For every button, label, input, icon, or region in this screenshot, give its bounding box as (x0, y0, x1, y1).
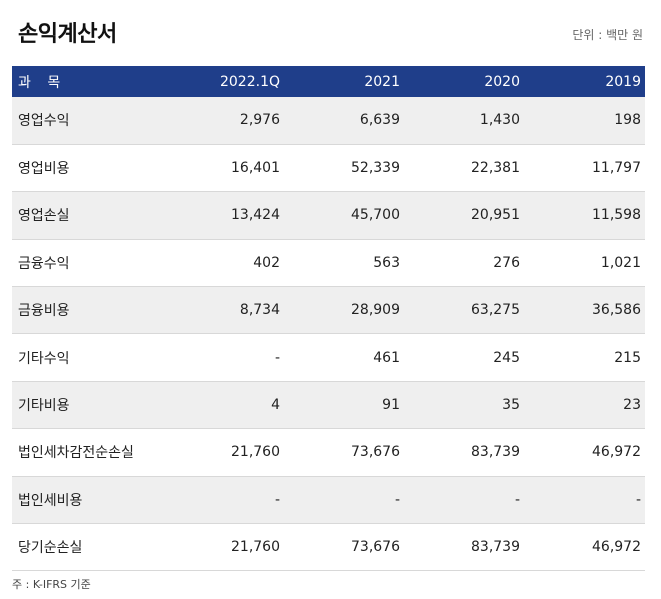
cell-value: 4 (271, 397, 280, 414)
cell-value: 21,760 (231, 444, 280, 461)
cell-value: 83,739 (471, 444, 520, 461)
row-label: 법인세비용 (18, 492, 83, 509)
cell-value: 20,951 (471, 207, 520, 224)
cell-value: 91 (382, 397, 400, 414)
header-2020: 2020 (484, 73, 520, 90)
row-label: 금융비용 (18, 303, 70, 320)
cell-value: 16,401 (231, 160, 280, 177)
cell-value: 46,972 (592, 444, 641, 461)
table-header-row: 과 목 2022.1Q 2021 2020 2019 (12, 66, 645, 97)
cell-value: 22,381 (471, 160, 520, 177)
table-row: 영업비용 16,401 52,339 22,381 11,797 (12, 144, 645, 192)
table-row: 법인세비용 - - - - (12, 476, 645, 524)
cell-value: 28,909 (351, 302, 400, 319)
row-label: 영업비용 (18, 161, 70, 178)
cell-value: 8,734 (239, 302, 280, 319)
header-subject: 과 목 (18, 74, 67, 91)
table-row: 법인세차감전순손실 21,760 73,676 83,739 46,972 (12, 428, 645, 477)
cell-value: 1,430 (479, 112, 520, 129)
cell-value: 215 (614, 349, 641, 366)
row-label: 법인세차감전순손실 (18, 445, 134, 462)
cell-value: 45,700 (351, 207, 400, 224)
cell-value: - (635, 491, 641, 508)
row-label: 영업손실 (18, 208, 70, 225)
table-row: 금융비용 8,734 28,909 63,275 36,586 (12, 286, 645, 334)
cell-value: 11,598 (592, 207, 641, 224)
cell-value: 35 (502, 397, 520, 414)
cell-value: - (394, 491, 400, 508)
cell-value: 563 (373, 254, 400, 271)
table-row: 기타수익 - 461 245 215 (12, 333, 645, 382)
cell-value: 21,760 (231, 539, 280, 556)
cell-value: 2,976 (239, 112, 280, 129)
cell-value: 276 (493, 254, 520, 271)
table-row: 금융수익 402 563 276 1,021 (12, 239, 645, 287)
cell-value: 73,676 (351, 444, 400, 461)
cell-value: 23 (623, 397, 641, 414)
cell-value: 63,275 (471, 302, 520, 319)
cell-value: - (274, 491, 280, 508)
cell-value: - (274, 349, 280, 366)
cell-value: 198 (614, 112, 641, 129)
cell-value: 402 (253, 254, 280, 271)
cell-value: 6,639 (359, 112, 400, 129)
row-label: 영업수익 (18, 113, 70, 130)
cell-value: 245 (493, 349, 520, 366)
row-label: 금융수익 (18, 255, 70, 272)
cell-value: 11,797 (592, 160, 641, 177)
cell-value: - (514, 491, 520, 508)
unit-label: 단위 : 백만 원 (572, 28, 643, 42)
table-row: 당기순손실 21,760 73,676 83,739 46,972 (12, 523, 645, 571)
cell-value: 36,586 (592, 302, 641, 319)
cell-value: 1,021 (600, 254, 641, 271)
header-2019: 2019 (605, 73, 641, 90)
footnote: 주 : K-IFRS 기준 (12, 578, 91, 591)
table-row: 영업손실 13,424 45,700 20,951 11,598 (12, 191, 645, 240)
header-2021: 2021 (364, 73, 400, 90)
row-label: 기타수익 (18, 350, 70, 367)
cell-value: 73,676 (351, 539, 400, 556)
row-label: 기타비용 (18, 398, 70, 415)
table-row: 기타비용 4 91 35 23 (12, 381, 645, 429)
page-title: 손익계산서 (18, 22, 117, 47)
cell-value: 46,972 (592, 539, 641, 556)
row-label: 당기순손실 (18, 540, 83, 557)
cell-value: 83,739 (471, 539, 520, 556)
cell-value: 13,424 (231, 207, 280, 224)
table-row: 영업수익 2,976 6,639 1,430 198 (12, 97, 645, 145)
header-2022-1q: 2022.1Q (219, 73, 280, 90)
cell-value: 461 (373, 349, 400, 366)
income-statement-table: 과 목 2022.1Q 2021 2020 2019 영업수익 2,976 6,… (12, 66, 645, 571)
cell-value: 52,339 (351, 160, 400, 177)
